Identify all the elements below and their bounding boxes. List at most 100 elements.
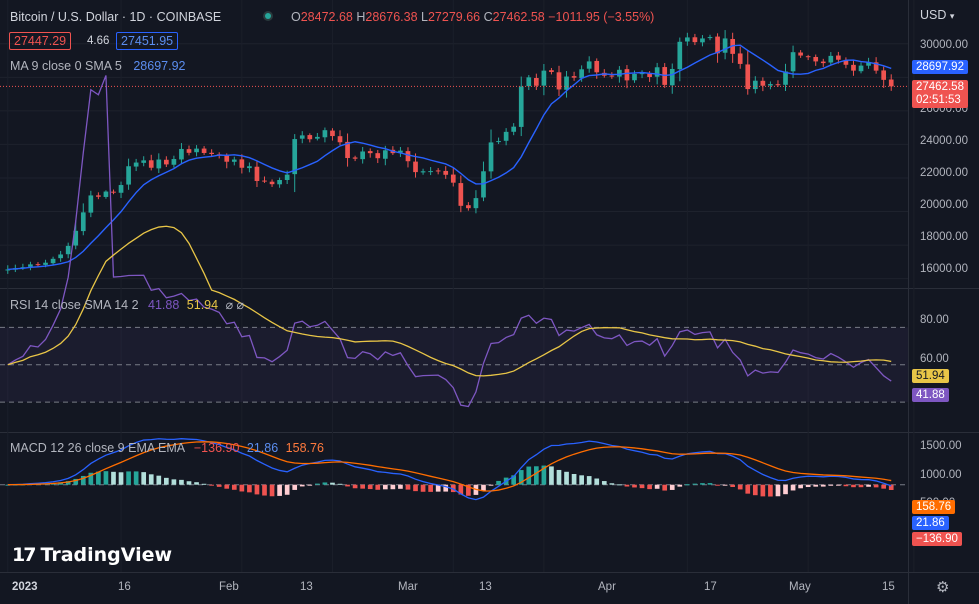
candle-body xyxy=(707,37,713,39)
candle-body xyxy=(375,153,381,159)
macd-hist-bar xyxy=(541,465,547,485)
candle-body xyxy=(473,198,479,209)
candle-body xyxy=(420,171,426,173)
candle-body xyxy=(677,41,683,70)
tradingview-logo[interactable]: 17 TradingView xyxy=(12,544,172,566)
symbol-title[interactable]: Bitcoin / U.S. Dollar · 1D · COINBASE xyxy=(10,10,222,24)
macd-hist-bar xyxy=(209,484,214,486)
macd-hist-bar xyxy=(617,484,622,486)
macd-hist-bar xyxy=(632,484,637,488)
price-tick-20000: 20000.00 xyxy=(920,199,968,211)
macd-hist-bar xyxy=(836,484,841,486)
macd-hist-bar xyxy=(669,484,675,490)
candle-body xyxy=(798,52,803,56)
bar-countdown: 02:51:53 xyxy=(916,94,961,106)
macd-line-tag: 21.86 xyxy=(912,516,949,530)
candle-body xyxy=(284,174,290,180)
candle-body xyxy=(541,70,547,86)
rsi-legend[interactable]: RSI 14 close SMA 14 2 41.88 51.94 ⌀ ⌀ xyxy=(10,297,244,312)
macd-legend[interactable]: MACD 12 26 close 9 EMA EMA −136.90 21.86… xyxy=(10,441,324,455)
candle-body xyxy=(269,181,275,185)
candle-body xyxy=(752,80,758,90)
candle-body xyxy=(413,161,418,173)
macd-hist-bar xyxy=(367,484,373,490)
rsi-sma-value: 51.94 xyxy=(186,298,219,312)
candle-body xyxy=(231,159,237,162)
price-tick-24000: 24000.00 xyxy=(920,135,968,147)
candle-body xyxy=(813,56,819,62)
settings-gear-icon[interactable]: ⚙ xyxy=(936,579,950,596)
candle-body xyxy=(307,135,313,140)
candle-body xyxy=(277,179,282,185)
macd-signal-tag: 158.76 xyxy=(912,500,956,514)
rsi-sma-line xyxy=(7,225,892,377)
candle-body xyxy=(639,73,645,75)
price-tick-18000: 18000.00 xyxy=(920,231,968,243)
macd-hist-bar xyxy=(111,471,116,485)
macd-hist-bar xyxy=(768,484,773,497)
currency-selector[interactable]: USD ▾ xyxy=(920,8,954,22)
macd-hist-bar xyxy=(594,478,600,485)
candle-body xyxy=(352,157,358,159)
candle-body xyxy=(647,73,652,78)
spread-value: 4.66 xyxy=(87,35,110,47)
macd-hist-bar xyxy=(80,475,86,485)
buy-price-button[interactable]: 27451.95 xyxy=(116,32,179,50)
macd-hist-bar xyxy=(262,484,267,496)
candle-body xyxy=(156,159,162,169)
candle-body xyxy=(141,160,147,163)
macd-line xyxy=(7,438,892,501)
macd-hist-bar xyxy=(533,466,539,485)
macd-hist-bar xyxy=(564,471,569,485)
macd-hist-bar xyxy=(647,484,652,490)
candle-body xyxy=(775,84,781,86)
macd-hist-bar xyxy=(284,484,290,495)
time-tick-mar: Mar xyxy=(398,581,418,593)
candle-body xyxy=(805,56,811,58)
candle-body xyxy=(533,78,539,86)
macd-hist-bar xyxy=(420,484,426,492)
candle-body xyxy=(382,150,388,159)
macd-hist-bar xyxy=(571,473,577,485)
close-value: 27462.58 xyxy=(492,10,545,24)
macd-hist-bar xyxy=(481,484,486,491)
macd-hist-bar xyxy=(390,484,396,490)
time-tick-may: May xyxy=(789,581,811,593)
candle-body xyxy=(360,151,366,160)
tradingview-logo-icon: 17 xyxy=(12,544,36,566)
candle-body xyxy=(398,150,403,153)
change-value: −1011.95 (−3.55%) xyxy=(548,10,655,24)
candle-body xyxy=(466,205,471,209)
rsi-label: RSI 14 close SMA 14 2 xyxy=(10,298,139,312)
candle-body xyxy=(5,269,11,271)
candle-body xyxy=(292,139,298,175)
macd-hist-bar xyxy=(141,472,147,485)
rsi-tick-60: 60.00 xyxy=(920,353,949,365)
currency-label: USD xyxy=(920,8,947,22)
high-value: 28676.38 xyxy=(365,10,418,24)
high-label: H xyxy=(356,10,366,24)
macd-hist-bar xyxy=(888,484,894,490)
candle-body xyxy=(692,37,698,43)
macd-hist-bar xyxy=(707,483,713,485)
macd-hist-bar xyxy=(201,483,207,485)
macd-hist-bar xyxy=(428,484,433,492)
macd-hist-bar xyxy=(96,471,101,485)
candle-body xyxy=(579,69,584,79)
candle-body xyxy=(617,69,622,77)
candle-body xyxy=(496,141,501,143)
macd-hist-bar xyxy=(360,484,366,489)
candle-body xyxy=(722,38,728,53)
candle-body xyxy=(247,166,252,169)
macd-hist-bar xyxy=(322,482,328,485)
ma-line xyxy=(7,44,892,271)
price-tick-22000: 22000.00 xyxy=(920,167,968,179)
macd-hist-bar xyxy=(466,484,471,496)
sell-price-button[interactable]: 27447.29 xyxy=(9,32,72,50)
macd-hist-bar xyxy=(5,484,11,486)
macd-hist-bar xyxy=(224,484,230,489)
ma-legend[interactable]: MA 9 close 0 SMA 5 28697.92 xyxy=(10,59,185,73)
macd-hist-bar xyxy=(820,484,826,487)
candle-body xyxy=(760,80,766,86)
